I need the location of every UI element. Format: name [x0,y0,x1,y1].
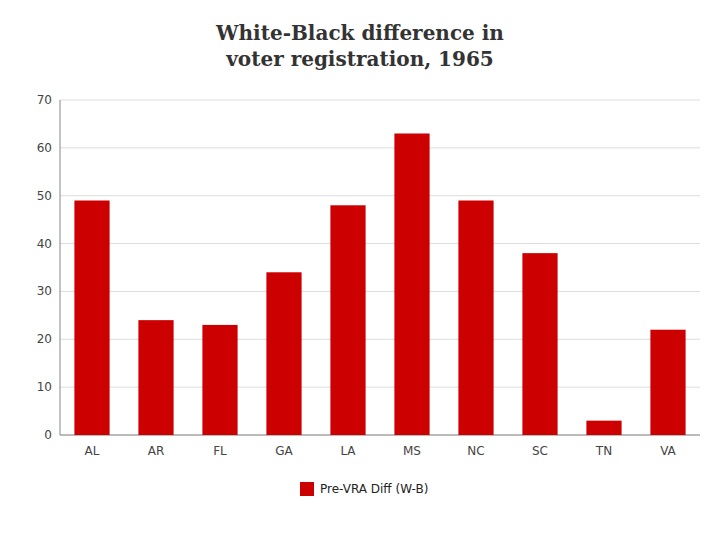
y-tick-label: 20 [37,332,52,346]
x-tick-label: FL [213,444,227,458]
x-tick-label: AR [148,444,165,458]
x-tick-label: MS [403,444,421,458]
x-tick-label: VA [660,444,676,458]
y-axis: 0 10 20 30 40 50 60 70 [37,93,700,442]
grid-line [60,147,700,148]
bar [138,320,173,435]
y-tick-label: 60 [37,141,52,155]
chart: White-Black difference invoter registrat… [0,0,720,540]
legend: Pre-VRA Diff (W-B) [300,482,428,496]
bar [330,205,365,435]
y-tick-label: 10 [37,380,52,394]
grid-line [60,100,700,101]
bar [266,272,301,435]
title-line: voter registration, 1965 [225,47,494,71]
x-tick-label: SC [532,444,548,458]
x-axis: AL AR FL GA LA MS NC SC TN VA [85,444,677,458]
y-tick-label: 40 [37,237,52,251]
grid-line [60,243,700,244]
title-line: White-Black difference in [215,21,504,45]
bar [586,421,621,435]
chart-container: White-Black difference invoter registrat… [0,0,720,540]
bar [394,134,429,436]
bar [522,253,557,435]
legend-swatch [300,482,314,496]
bar [458,201,493,436]
bar [74,201,109,436]
grid-line [60,291,700,292]
x-tick-label: LA [340,444,356,458]
y-tick-label: 0 [44,428,52,442]
y-tick-label: 70 [37,93,52,107]
y-tick-label: 50 [37,189,52,203]
x-tick-label: NC [467,444,484,458]
y-tick-label: 30 [37,284,52,298]
x-tick-label: AL [85,444,100,458]
bars [74,134,685,436]
legend-label: Pre-VRA Diff (W-B) [320,482,428,496]
grid-line [60,195,700,196]
x-tick-label: TN [595,444,612,458]
y-axis-line [60,100,61,435]
title: White-Black difference invoter registrat… [215,21,504,71]
bar [650,330,685,435]
x-tick-label: GA [275,444,293,458]
bar [202,325,237,435]
